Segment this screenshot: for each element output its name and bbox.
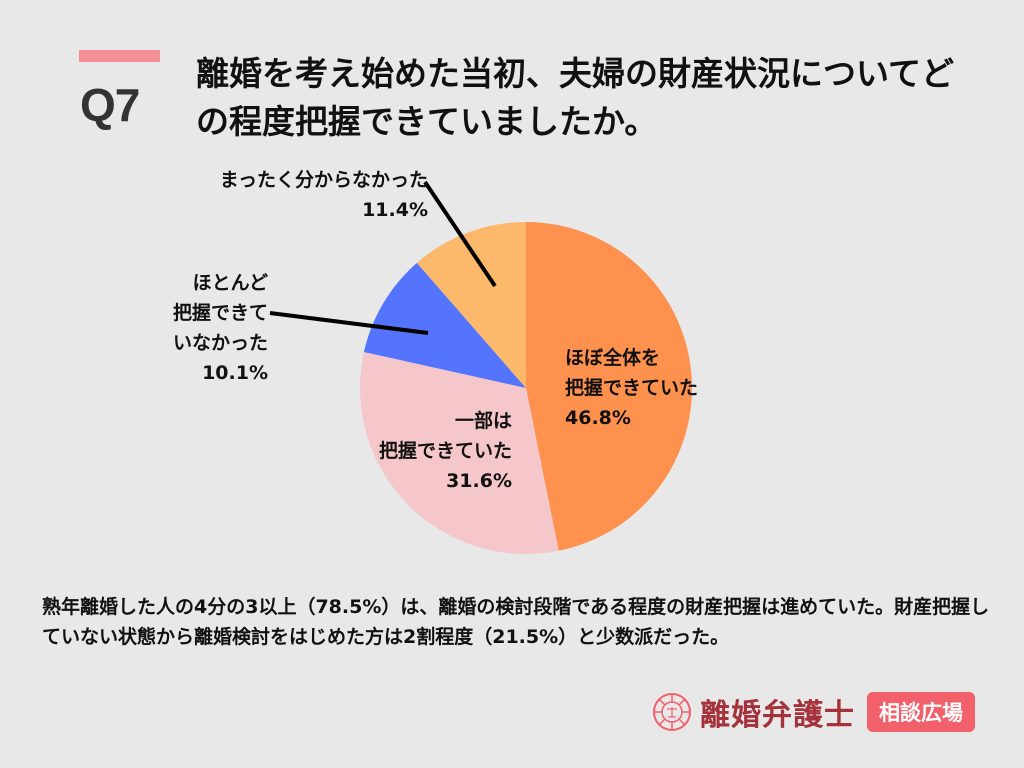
- label-mostly-grasped: ほぼ全体を 把握できていた 46.8%: [565, 343, 698, 433]
- label-percent: 31.6%: [446, 470, 512, 492]
- label-percent: 11.4%: [362, 199, 428, 221]
- label-no-idea: まったく分からなかった 11.4%: [160, 165, 428, 225]
- label-text: 一部は: [454, 410, 512, 432]
- label-percent: 46.8%: [565, 407, 631, 429]
- label-text: 把握できていた: [565, 377, 699, 399]
- brand-badge: 相談広場: [867, 692, 975, 732]
- label-text: ほぼ全体を: [565, 347, 661, 369]
- brand-name: 離婚弁護士: [700, 698, 855, 733]
- summary-text: 熟年離婚した人の4分の3以上（78.5%）は、離婚の検討段階である程度の財産把握…: [42, 596, 990, 648]
- question-accent-bar: [79, 50, 160, 62]
- leader-line-s2: [269, 311, 429, 335]
- label-text: 把握できていた: [378, 440, 512, 462]
- pie-slice: [416, 222, 526, 388]
- question-number: Q7: [80, 79, 140, 131]
- label-barely-grasped: ほとんど 把握できて いなかった 10.1%: [130, 268, 268, 388]
- page-title: 離婚を考え始めた当初、夫婦の財産状況についてどの程度把握できていましたか。: [196, 54, 955, 141]
- pie-slice: [526, 222, 692, 551]
- scales-emblem-icon: [653, 693, 691, 731]
- label-text: 把握できて: [172, 302, 268, 324]
- pie-slices: [360, 222, 692, 554]
- label-text: いなかった: [172, 332, 268, 354]
- pie-slice: [363, 262, 526, 388]
- label-text: ほとんど: [192, 272, 268, 294]
- label-percent: 10.1%: [202, 362, 268, 384]
- leader-line-s3: [423, 180, 497, 288]
- brand-logo[interactable]: 離婚弁護士 相談広場: [652, 691, 975, 733]
- pie-slice: [360, 352, 559, 554]
- label-text: まったく分からなかった: [219, 169, 428, 191]
- label-partially-grasped: 一部は 把握できていた 31.6%: [340, 406, 512, 496]
